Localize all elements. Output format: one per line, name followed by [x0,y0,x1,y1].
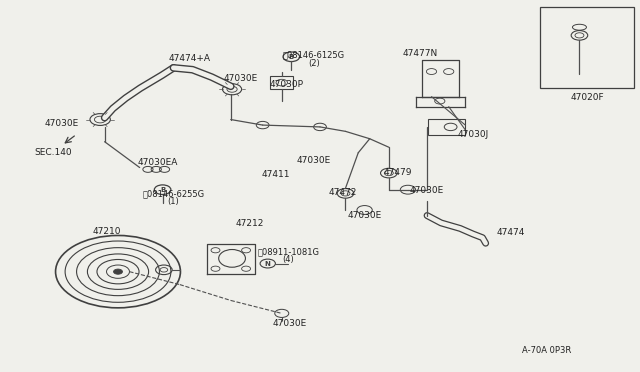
Text: (1): (1) [168,197,179,206]
Text: 47020F: 47020F [571,93,604,102]
Text: 47411: 47411 [261,170,290,179]
Text: SEC.140: SEC.140 [35,148,72,157]
Text: 47474: 47474 [497,228,525,237]
Text: 47472: 47472 [328,188,356,197]
Text: 47210: 47210 [92,227,121,235]
Text: Ⓝ08911-1081G: Ⓝ08911-1081G [257,247,319,256]
Text: 47212: 47212 [236,219,264,228]
Text: 47030J: 47030J [458,130,488,139]
Text: N: N [265,260,271,266]
Text: 47030E: 47030E [296,155,331,165]
Bar [540,7,634,88]
Text: (4): (4) [282,255,294,264]
Text: (2): (2) [308,59,319,68]
Circle shape [113,269,122,274]
Text: B: B [160,187,165,193]
Text: 47030E: 47030E [410,186,444,195]
Text: 47474+A: 47474+A [168,54,211,63]
Text: Ⓑ08146-6255G: Ⓑ08146-6255G [142,189,205,198]
Text: 47030P: 47030P [270,80,304,89]
Text: 47030E: 47030E [223,74,257,83]
Text: 47479: 47479 [383,168,412,177]
Text: B: B [289,54,294,60]
Text: Ⓑ08146-6125G: Ⓑ08146-6125G [283,51,345,60]
Text: 47030EA: 47030EA [138,157,178,167]
Text: 47030E: 47030E [348,211,381,220]
Text: 47477N: 47477N [403,49,438,58]
Text: 47030E: 47030E [273,319,307,328]
Text: 47030E: 47030E [45,119,79,128]
Text: A-70A 0P3R: A-70A 0P3R [522,346,571,355]
